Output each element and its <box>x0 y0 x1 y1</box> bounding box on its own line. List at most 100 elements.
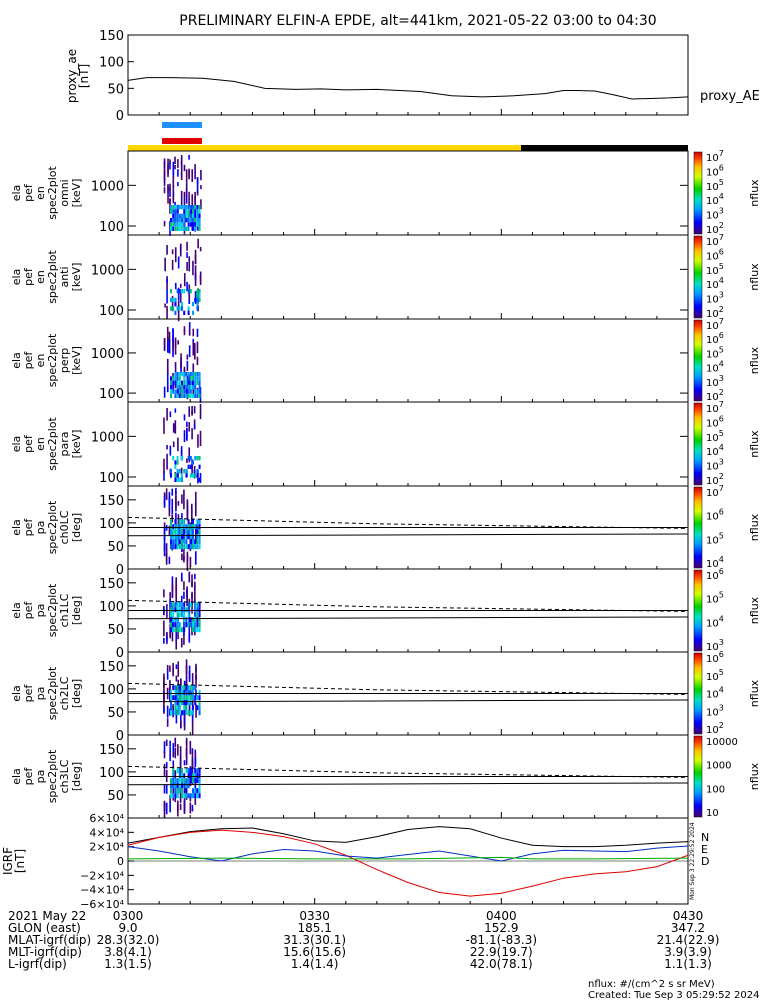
ch3LC-pixel <box>185 749 188 766</box>
ch3LC-pixel <box>179 758 182 772</box>
ch0LC-pixel <box>189 529 192 535</box>
ch1LC-pixel <box>170 627 172 633</box>
perp-pixel <box>181 380 183 385</box>
omni-pixel <box>192 213 194 218</box>
omni-pixel <box>192 218 194 223</box>
omni-pixel <box>170 218 172 223</box>
ch0LC-pixel <box>191 533 193 550</box>
ch0LC-pixel <box>186 555 189 571</box>
proxy-ae-ytick-label: 100 <box>99 56 124 71</box>
para-pixel <box>178 469 181 474</box>
ch3LC-pixel <box>174 771 177 777</box>
para-pixel <box>169 411 172 418</box>
ch2LC-pixel <box>169 708 171 716</box>
ch2LC-colorbar-tick: 104 <box>706 686 724 701</box>
ch3LC-pixel <box>189 780 192 787</box>
perp-pixel <box>192 372 194 377</box>
para-pixel <box>196 456 199 461</box>
state-bar-blue <box>162 122 202 128</box>
ch3LC-pixel <box>192 788 194 794</box>
omni-pixel <box>188 191 190 207</box>
ch2LC-pixel <box>175 709 178 724</box>
para-pixel <box>163 417 165 429</box>
ch0LC-pixel <box>174 534 177 540</box>
para-pixel <box>187 456 190 461</box>
para-colorbar-tick: 106 <box>706 414 724 429</box>
perp-pixel <box>185 389 188 394</box>
omni-pixel <box>183 209 186 214</box>
ch0LC-pixel <box>176 534 179 540</box>
ch0LC-pixel <box>168 525 171 536</box>
ch1LC-pixel <box>183 627 186 633</box>
ch3LC-colorbar-tick: 100 <box>706 784 725 795</box>
ch0LC-loss-cone-line <box>127 533 689 537</box>
ch2LC-pixel <box>176 695 179 701</box>
ch1LC-pixel <box>188 632 191 641</box>
anti-pixel <box>170 306 172 311</box>
perp-pixel <box>176 385 179 390</box>
perp-colorbar <box>693 319 703 402</box>
para-pixel <box>196 473 199 478</box>
perp-pixel <box>181 385 183 390</box>
ch2LC-pixel <box>176 685 179 691</box>
perp-pixel <box>166 377 169 393</box>
ch3LC-pixel <box>185 768 188 774</box>
ch3LC-pixel <box>181 793 183 799</box>
perp-pixel <box>183 372 186 377</box>
omni-pixel <box>198 213 201 218</box>
footer-row-value: 0430 <box>672 909 704 923</box>
ch1LC-pixel <box>180 572 183 581</box>
ch3LC-pixel <box>183 799 186 813</box>
ch2LC-pixel <box>177 661 180 677</box>
ch1LC-loss-cone-line <box>127 616 689 620</box>
ch2LC-pixel <box>163 686 165 692</box>
ch2LC-pixel <box>195 704 197 718</box>
ch2LC-pixel <box>169 665 171 672</box>
omni-pixel <box>194 226 197 231</box>
ch3LC-pixel <box>176 768 179 774</box>
ch2LC-pixel <box>185 685 188 691</box>
ch3LC-pixel <box>196 773 199 779</box>
omni-colorbar-tick: 104 <box>706 192 724 207</box>
perp-pixel <box>183 380 186 385</box>
para-pixel <box>169 445 172 456</box>
created-note: Created: Tue Sep 3 05:29:52 2024 <box>588 990 760 1000</box>
omni-pixel <box>172 226 175 231</box>
omni-pixel <box>180 190 183 206</box>
anti-ylabel: elapefenspec2plotanti[keV] <box>10 250 83 304</box>
ch0LC-pixel <box>183 529 186 535</box>
omni-ylabel: elapefenspec2plotomni[keV] <box>10 166 83 220</box>
ch0LC-pixel <box>185 539 188 545</box>
omni-pixel <box>181 226 183 231</box>
igrf-legend-N: N <box>701 831 709 844</box>
ch1LC-pixel <box>163 637 165 644</box>
omni-pixel <box>176 205 179 210</box>
anti-pixel <box>181 289 183 294</box>
anti-pixel <box>166 278 168 284</box>
perp-pixel <box>187 376 190 381</box>
perp-pixel <box>178 389 181 394</box>
ch1LC-pixel <box>181 602 183 608</box>
footer-row-value: 0300 <box>112 909 144 923</box>
ch1LC-pixel <box>198 627 201 633</box>
omni-pixel <box>180 155 183 167</box>
ch2LC-pixel <box>198 695 201 701</box>
perp-pixel <box>183 376 186 381</box>
anti-pixel <box>197 238 199 249</box>
perp-colorbar-tick: 105 <box>706 345 724 360</box>
ch2LC-pixel <box>166 705 169 718</box>
para-pixel <box>194 456 197 461</box>
perp-pixel <box>178 380 181 385</box>
perp-pixel <box>188 374 191 390</box>
ch2LC-pixel <box>170 705 172 711</box>
ch2LC-pixel <box>172 662 174 677</box>
ch2LC-pixel <box>188 706 191 712</box>
omni-pixel <box>194 205 197 210</box>
perp-colorbar-tick: 103 <box>706 374 724 389</box>
ch1LC-colorbar-tick: 105 <box>706 591 724 606</box>
omni-pixel <box>188 168 190 178</box>
perp-pixel <box>192 328 195 337</box>
anti-pixel <box>166 289 168 304</box>
ch1LC-pixel <box>176 612 179 618</box>
ch3LC-pixel <box>172 768 175 774</box>
